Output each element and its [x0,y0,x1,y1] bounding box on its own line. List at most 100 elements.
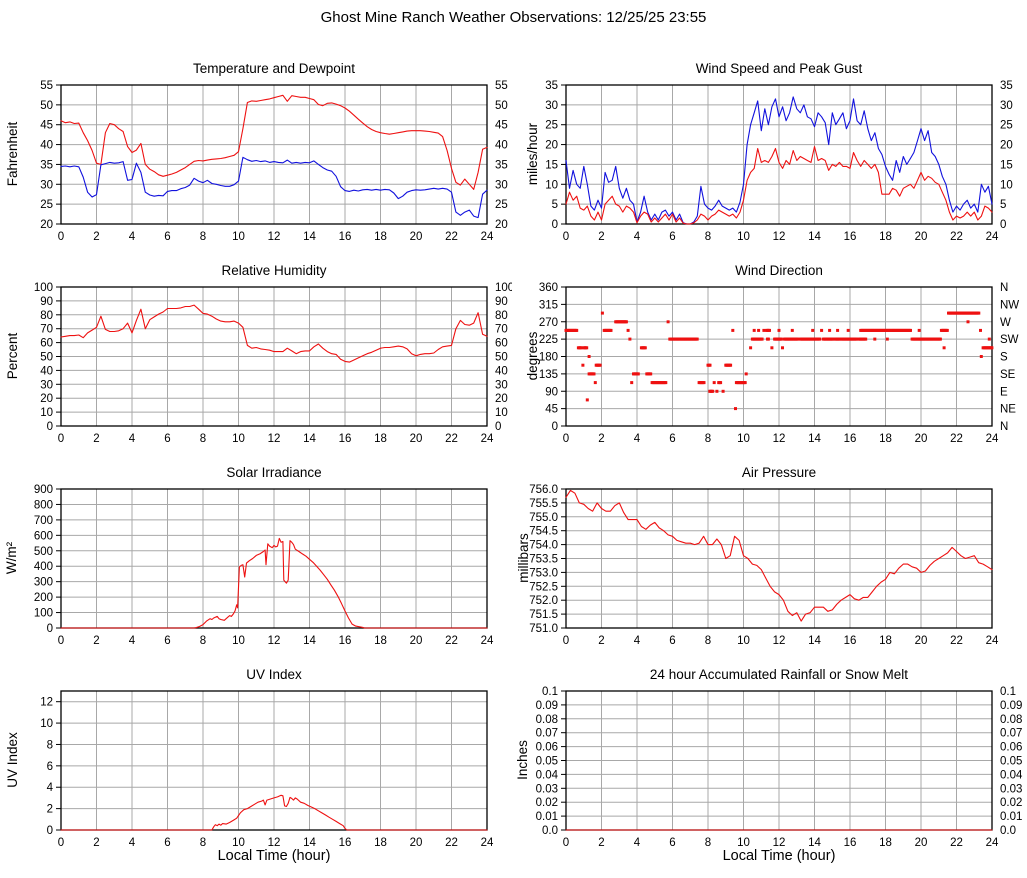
svg-text:90: 90 [495,296,508,308]
svg-text:14: 14 [303,231,316,243]
svg-text:10: 10 [232,433,245,445]
svg-text:10: 10 [737,231,750,243]
svg-text:22: 22 [445,231,458,243]
svg-text:8: 8 [705,231,711,243]
svg-text:16: 16 [844,231,857,243]
svg-text:80: 80 [40,310,53,322]
svg-text:18: 18 [374,433,387,445]
svg-text:10: 10 [232,231,245,243]
svg-text:20: 20 [410,433,423,445]
svg-text:0: 0 [58,433,64,445]
svg-text:SE: SE [1000,369,1016,381]
svg-text:45: 45 [40,120,53,132]
svg-text:753.5: 753.5 [529,554,558,566]
svg-text:20: 20 [40,393,53,405]
svg-text:60: 60 [40,338,53,350]
svg-text:755.0: 755.0 [529,512,558,524]
svg-text:10: 10 [737,433,750,445]
svg-text:752.5: 752.5 [529,581,558,593]
x-axis-label: Local Time (hour) [722,848,836,864]
svg-text:50: 50 [40,100,53,112]
svg-text:8: 8 [47,739,53,751]
svg-text:755.5: 755.5 [529,498,558,510]
svg-text:0.09: 0.09 [1000,700,1022,712]
svg-text:40: 40 [40,140,53,152]
svg-text:0.07: 0.07 [1000,728,1022,740]
svg-text:22: 22 [445,837,458,849]
svg-text:10: 10 [40,718,53,730]
svg-text:40: 40 [495,365,508,377]
svg-text:4: 4 [634,231,641,243]
svg-text:0.02: 0.02 [1000,797,1022,809]
svg-text:10: 10 [232,635,245,647]
svg-text:800: 800 [34,499,53,511]
svg-text:4: 4 [634,635,641,647]
svg-text:6: 6 [669,433,675,445]
svg-text:50: 50 [495,352,508,364]
svg-text:16: 16 [844,433,857,445]
svg-text:15: 15 [545,159,558,171]
svg-text:40: 40 [495,140,508,152]
svg-text:24: 24 [986,837,999,849]
svg-text:16: 16 [844,635,857,647]
svg-text:0: 0 [552,421,558,433]
svg-text:E: E [1000,386,1008,398]
svg-text:8: 8 [705,635,711,647]
svg-text:22: 22 [445,635,458,647]
svg-text:20: 20 [410,231,423,243]
svg-text:12: 12 [268,433,281,445]
svg-text:10: 10 [737,635,750,647]
svg-text:0.04: 0.04 [536,769,559,781]
svg-text:50: 50 [495,100,508,112]
svg-text:20: 20 [915,231,928,243]
svg-text:20: 20 [410,837,423,849]
svg-text:NW: NW [1000,299,1019,311]
svg-text:24: 24 [986,433,999,445]
page-title: Ghost Mine Ranch Weather Observations: 1… [320,9,707,26]
svg-text:300: 300 [34,577,53,589]
svg-text:0.08: 0.08 [536,714,558,726]
svg-text:0: 0 [47,825,53,837]
svg-text:0.01: 0.01 [1000,811,1022,823]
svg-text:16: 16 [339,433,352,445]
svg-text:0.05: 0.05 [536,756,558,768]
svg-text:20: 20 [545,140,558,152]
svg-text:60: 60 [495,338,508,350]
svg-text:100: 100 [495,282,512,294]
x-axis-label: Local Time (hour) [217,848,331,864]
svg-text:10: 10 [40,407,53,419]
svg-text:2: 2 [598,837,604,849]
svg-text:20: 20 [410,635,423,647]
svg-text:0: 0 [47,623,53,635]
svg-text:50: 50 [40,352,53,364]
svg-text:0: 0 [563,635,569,647]
svg-text:180: 180 [539,352,558,364]
svg-text:22: 22 [950,231,963,243]
svg-text:18: 18 [374,837,387,849]
svg-text:6: 6 [47,761,53,773]
svg-text:6: 6 [164,433,170,445]
svg-text:6: 6 [669,231,675,243]
svg-text:0.1: 0.1 [1000,686,1016,698]
svg-text:12: 12 [268,231,281,243]
svg-text:18: 18 [879,231,892,243]
svg-text:8: 8 [200,837,206,849]
svg-text:0.02: 0.02 [536,797,558,809]
svg-text:754.0: 754.0 [529,540,558,552]
svg-text:24: 24 [986,635,999,647]
svg-text:14: 14 [808,231,821,243]
svg-text:70: 70 [40,324,53,336]
chart-title: Relative Humidity [221,263,327,278]
svg-text:24: 24 [481,635,494,647]
svg-text:12: 12 [268,837,281,849]
svg-text:16: 16 [339,837,352,849]
svg-text:4: 4 [129,635,136,647]
svg-text:5: 5 [1000,199,1006,211]
